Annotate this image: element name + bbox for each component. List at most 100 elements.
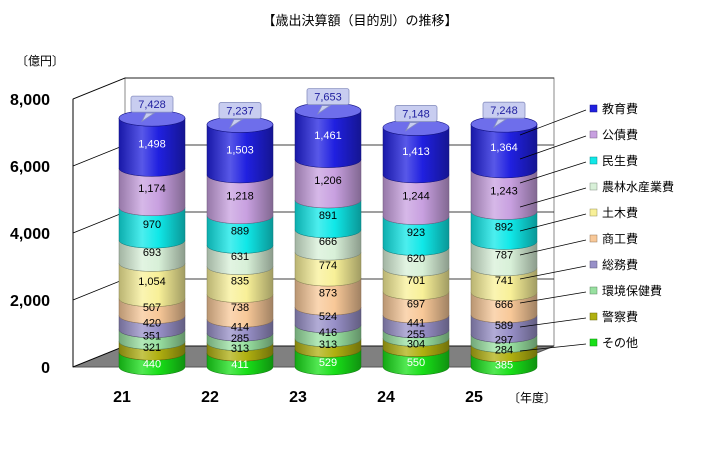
legend-swatch	[589, 286, 598, 295]
data-label: 891	[319, 210, 337, 222]
data-label: 631	[231, 251, 249, 263]
y-tick-label: 8,000	[10, 92, 50, 109]
data-label: 285	[231, 333, 249, 345]
legend-leader-line	[519, 239, 587, 256]
bar-top-cap	[206, 116, 274, 133]
data-label: 738	[231, 302, 249, 314]
x-axis-unit-label: 〔年度〕	[508, 391, 557, 405]
data-label: 529	[319, 357, 337, 369]
total-callout-pointer	[492, 118, 508, 129]
data-label: 1,244	[402, 191, 430, 203]
legend-swatch	[589, 104, 598, 113]
data-label: 416	[319, 327, 337, 339]
data-label: 313	[319, 339, 337, 351]
legend-label: 農林水産業費	[602, 179, 674, 194]
legend-leader-line	[519, 187, 587, 208]
total-callout	[218, 102, 262, 119]
total-callout-pointer	[404, 122, 420, 132]
legend-swatch	[589, 130, 598, 139]
legend-swatch	[589, 338, 598, 347]
total-callout	[482, 101, 526, 119]
data-label: 321	[143, 342, 161, 354]
data-label: 693	[143, 247, 161, 259]
bar-top-cap	[118, 109, 186, 127]
x-tick-label: 23	[289, 389, 307, 406]
legend-leader-line	[519, 343, 587, 352]
total-callout-pointer	[228, 119, 244, 129]
legend-leader-line	[519, 161, 587, 184]
data-label: 697	[407, 298, 425, 310]
data-label: 1,461	[314, 130, 342, 142]
data-label: 923	[407, 227, 425, 239]
legend-label: 土木費	[602, 205, 638, 220]
total-label: 7,428	[138, 99, 166, 111]
x-tick-label: 25	[465, 389, 483, 406]
data-label: 1,364	[490, 142, 518, 154]
total-callout	[394, 105, 438, 122]
data-label: 414	[231, 321, 249, 333]
total-callout-pointer	[140, 112, 156, 123]
y-axis-unit-label: 〔億円〕	[16, 54, 65, 68]
data-label: 835	[231, 276, 249, 288]
data-label: 1,218	[226, 190, 254, 202]
data-label: 889	[231, 226, 249, 238]
legend-label: 商工費	[602, 231, 638, 246]
legend-label: 教育費	[602, 101, 638, 116]
data-label: 524	[319, 311, 337, 323]
legend-swatch	[589, 182, 598, 191]
legend-swatch	[589, 234, 598, 243]
total-callout	[130, 95, 174, 113]
y-tick-label: 4,000	[10, 226, 50, 243]
legend-label: 総務費	[602, 257, 638, 272]
x-tick-label: 21	[113, 389, 131, 406]
legend-label: 民生費	[602, 153, 638, 168]
x-tick-label: 24	[377, 389, 395, 406]
legend-swatch	[589, 260, 598, 269]
data-label: 420	[143, 318, 161, 330]
legend-leader-line	[519, 109, 587, 136]
legend-leader-line	[519, 317, 587, 328]
data-label: 1,206	[314, 175, 342, 187]
bar-top-cap	[294, 102, 362, 119]
data-label: 620	[407, 253, 425, 265]
legend-label: 警察費	[602, 309, 638, 324]
data-label: 666	[495, 299, 513, 311]
data-label: 741	[495, 275, 513, 287]
data-label: 892	[495, 221, 513, 233]
total-label: 7,248	[490, 105, 518, 117]
data-label: 1,503	[226, 145, 254, 157]
chart-title: 【歳出決算額（目的別）の推移】	[262, 14, 458, 29]
legend-label: その他	[602, 336, 638, 350]
data-label: 441	[407, 317, 425, 329]
data-label: 774	[319, 260, 337, 272]
data-label: 550	[407, 357, 425, 369]
data-label: 666	[319, 236, 337, 248]
y-tick-label: 2,000	[10, 293, 50, 310]
data-label: 1,498	[138, 138, 166, 150]
total-label: 7,148	[402, 109, 430, 121]
data-label: 873	[319, 288, 337, 300]
data-label: 351	[143, 331, 161, 343]
total-callout-pointer	[316, 105, 332, 115]
data-label: 1,413	[402, 146, 430, 158]
bar-top-cap	[470, 115, 538, 133]
data-label: 385	[495, 360, 513, 372]
data-label: 1,174	[138, 183, 166, 195]
total-label: 7,653	[314, 92, 342, 104]
legend-swatch	[589, 208, 598, 217]
y-tick-label: 0	[41, 360, 50, 377]
legend-swatch	[589, 156, 598, 165]
data-label: 1,243	[490, 186, 518, 198]
x-tick-label: 22	[201, 389, 219, 406]
data-label: 411	[231, 359, 249, 371]
gridline	[72, 77, 554, 100]
data-label: 787	[495, 250, 513, 262]
legend-leader-line	[519, 135, 587, 160]
data-label: 970	[143, 219, 161, 231]
data-label: 304	[407, 338, 425, 350]
legend-leader-line	[519, 265, 587, 280]
y-tick-label: 6,000	[10, 159, 50, 176]
data-label: 313	[231, 343, 249, 355]
data-label: 297	[495, 335, 513, 347]
